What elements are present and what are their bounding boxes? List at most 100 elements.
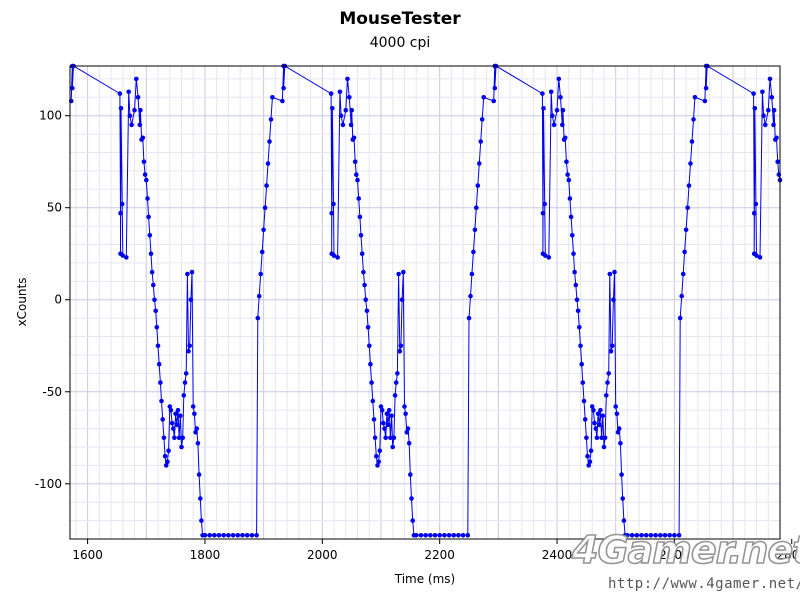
data-point — [356, 196, 362, 201]
data-point — [584, 435, 589, 441]
data-point — [775, 159, 780, 164]
data-point — [151, 282, 156, 288]
data-point — [551, 122, 557, 128]
y-tick-label: 50 — [47, 201, 62, 215]
watermark-logo: 4Gamer.net — [571, 527, 800, 573]
data-point — [363, 297, 369, 303]
data-point — [582, 417, 588, 422]
data-point — [270, 95, 275, 100]
data-point — [226, 533, 231, 538]
data-point — [405, 426, 411, 431]
data-point — [469, 271, 475, 277]
data-point — [625, 533, 630, 538]
data-point — [70, 85, 75, 91]
data-point — [221, 533, 226, 538]
data-point — [648, 533, 654, 538]
x-tick-label: 1800 — [190, 548, 221, 562]
data-point — [643, 533, 649, 538]
data-point — [629, 533, 635, 538]
data-point — [369, 380, 374, 385]
data-point — [540, 210, 546, 216]
data-point — [141, 159, 147, 164]
data-point — [564, 159, 569, 164]
data-point — [751, 210, 757, 216]
data-point — [413, 533, 419, 538]
data-point — [683, 227, 689, 233]
data-point — [377, 448, 383, 454]
x-tick-label: 2000 — [307, 548, 338, 562]
data-point — [614, 411, 620, 417]
data-point — [216, 533, 222, 538]
data-point — [763, 122, 768, 128]
data-point — [158, 380, 163, 385]
data-point — [615, 430, 621, 435]
data-point — [479, 117, 485, 122]
data-point — [611, 297, 616, 303]
data-point — [331, 253, 337, 258]
data-point — [187, 343, 192, 349]
data-point — [358, 233, 364, 238]
data-point — [679, 293, 684, 299]
data-point — [174, 422, 180, 428]
data-point — [391, 435, 397, 441]
data-point — [404, 430, 410, 435]
data-point — [676, 533, 682, 538]
data-point — [235, 533, 241, 538]
data-point — [592, 420, 597, 426]
data-point — [376, 459, 381, 465]
data-point — [153, 308, 158, 314]
data-point — [560, 107, 566, 113]
y-tick-label: -100 — [35, 477, 62, 491]
data-point — [195, 441, 201, 446]
data-point — [468, 293, 473, 299]
data-point — [181, 393, 187, 398]
data-point — [465, 533, 471, 538]
data-point — [118, 210, 123, 216]
data-point — [374, 453, 379, 459]
data-point — [144, 177, 149, 183]
data-point — [385, 422, 391, 428]
data-point — [148, 251, 154, 256]
data-point — [456, 533, 461, 538]
data-point — [591, 407, 596, 413]
y-tick-label: 0 — [54, 293, 62, 307]
data-point — [378, 404, 384, 409]
y-axis: 100 50 0 -50 -100 — [35, 109, 70, 491]
data-point — [364, 308, 370, 314]
data-point — [375, 463, 380, 468]
data-point — [395, 371, 400, 376]
data-point — [594, 435, 600, 441]
x-axis-title: Time (ms) — [394, 572, 456, 586]
data-point — [574, 297, 580, 303]
data-point — [388, 435, 393, 441]
data-point — [145, 196, 150, 201]
data-point — [390, 444, 396, 450]
data-point — [359, 251, 365, 256]
data-point — [653, 533, 658, 538]
data-point — [338, 113, 344, 118]
data-point — [760, 89, 765, 95]
data-point — [162, 453, 168, 459]
data-point — [180, 435, 185, 441]
data-point — [137, 122, 143, 128]
data-point — [397, 349, 403, 354]
data-point — [692, 95, 698, 100]
data-point — [351, 135, 357, 141]
data-point — [258, 271, 264, 277]
data-point — [147, 233, 153, 238]
data-point — [593, 426, 599, 431]
data-point — [365, 325, 371, 330]
data-point — [766, 107, 771, 113]
data-point — [620, 496, 625, 501]
data-point — [182, 380, 188, 385]
data-point — [126, 89, 131, 95]
data-point — [428, 533, 433, 538]
data-point — [357, 214, 363, 220]
data-point — [194, 426, 199, 431]
data-point — [570, 233, 575, 238]
data-point — [249, 533, 255, 538]
data-point — [702, 98, 708, 104]
x-tick-label: 2600 — [659, 548, 690, 562]
data-point — [244, 533, 250, 538]
data-point — [616, 426, 622, 431]
